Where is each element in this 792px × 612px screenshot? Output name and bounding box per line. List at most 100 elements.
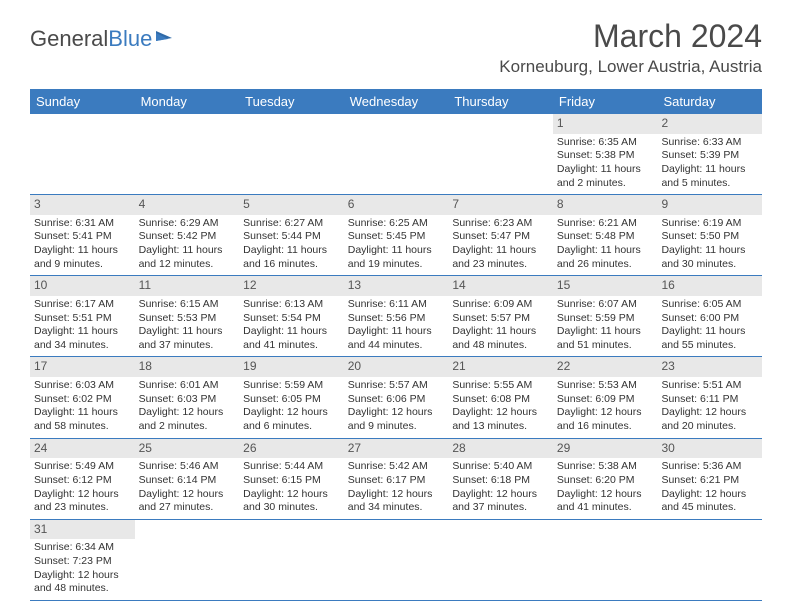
- day-detail: and 34 minutes.: [348, 501, 445, 515]
- day-cell: 26Sunrise: 5:44 AMSunset: 6:15 PMDayligh…: [239, 439, 344, 519]
- day-detail: and 23 minutes.: [34, 501, 131, 515]
- empty-cell: [239, 520, 344, 600]
- day-number: 20: [344, 357, 449, 377]
- week-row: 31Sunrise: 6:34 AMSunset: 7:23 PMDayligh…: [30, 520, 762, 601]
- day-detail: and 12 minutes.: [139, 258, 236, 272]
- day-detail: and 6 minutes.: [243, 420, 340, 434]
- day-cell: 8Sunrise: 6:21 AMSunset: 5:48 PMDaylight…: [553, 195, 658, 275]
- empty-cell: [135, 114, 240, 194]
- day-header: Thursday: [448, 89, 553, 114]
- day-detail: Sunset: 6:02 PM: [34, 393, 131, 407]
- day-detail: and 37 minutes.: [139, 339, 236, 353]
- week-row: 10Sunrise: 6:17 AMSunset: 5:51 PMDayligh…: [30, 276, 762, 357]
- day-detail: Sunset: 5:54 PM: [243, 312, 340, 326]
- day-detail: Sunrise: 6:33 AM: [661, 136, 758, 150]
- day-number: 15: [553, 276, 658, 296]
- weeks: 1Sunrise: 6:35 AMSunset: 5:38 PMDaylight…: [30, 114, 762, 601]
- day-detail: and 37 minutes.: [452, 501, 549, 515]
- day-number: 4: [135, 195, 240, 215]
- week-row: 3Sunrise: 6:31 AMSunset: 5:41 PMDaylight…: [30, 195, 762, 276]
- day-detail: Sunrise: 6:34 AM: [34, 541, 131, 555]
- day-detail: Daylight: 12 hours: [557, 488, 654, 502]
- day-detail: Daylight: 12 hours: [348, 406, 445, 420]
- day-detail: Sunrise: 5:55 AM: [452, 379, 549, 393]
- day-detail: Daylight: 11 hours: [661, 325, 758, 339]
- day-cell: 11Sunrise: 6:15 AMSunset: 5:53 PMDayligh…: [135, 276, 240, 356]
- day-detail: Sunset: 5:47 PM: [452, 230, 549, 244]
- day-detail: Sunset: 5:59 PM: [557, 312, 654, 326]
- day-cell: 16Sunrise: 6:05 AMSunset: 6:00 PMDayligh…: [657, 276, 762, 356]
- day-number: 2: [657, 114, 762, 134]
- day-detail: Sunset: 7:23 PM: [34, 555, 131, 569]
- day-detail: and 23 minutes.: [452, 258, 549, 272]
- day-number: 29: [553, 439, 658, 459]
- day-cell: 28Sunrise: 5:40 AMSunset: 6:18 PMDayligh…: [448, 439, 553, 519]
- day-detail: Sunrise: 5:42 AM: [348, 460, 445, 474]
- day-detail: Sunrise: 6:13 AM: [243, 298, 340, 312]
- day-detail: Daylight: 11 hours: [557, 244, 654, 258]
- empty-cell: [657, 520, 762, 600]
- day-cell: 24Sunrise: 5:49 AMSunset: 6:12 PMDayligh…: [30, 439, 135, 519]
- week-row: 1Sunrise: 6:35 AMSunset: 5:38 PMDaylight…: [30, 114, 762, 195]
- day-detail: Daylight: 11 hours: [452, 325, 549, 339]
- empty-cell: [239, 114, 344, 194]
- day-detail: Sunset: 6:09 PM: [557, 393, 654, 407]
- day-detail: Daylight: 11 hours: [557, 325, 654, 339]
- empty-cell: [553, 520, 658, 600]
- day-cell: 14Sunrise: 6:09 AMSunset: 5:57 PMDayligh…: [448, 276, 553, 356]
- day-cell: 25Sunrise: 5:46 AMSunset: 6:14 PMDayligh…: [135, 439, 240, 519]
- day-detail: Sunset: 5:56 PM: [348, 312, 445, 326]
- logo-text-2: Blue: [108, 26, 152, 51]
- day-number: 12: [239, 276, 344, 296]
- day-detail: Daylight: 12 hours: [243, 406, 340, 420]
- day-detail: Sunset: 6:14 PM: [139, 474, 236, 488]
- day-header: Monday: [135, 89, 240, 114]
- day-number: 28: [448, 439, 553, 459]
- day-detail: and 2 minutes.: [139, 420, 236, 434]
- day-detail: Sunset: 6:11 PM: [661, 393, 758, 407]
- day-number: 10: [30, 276, 135, 296]
- day-detail: and 58 minutes.: [34, 420, 131, 434]
- day-detail: and 16 minutes.: [243, 258, 340, 272]
- day-number: 14: [448, 276, 553, 296]
- day-number: 21: [448, 357, 553, 377]
- logo: GeneralBlue: [30, 26, 182, 52]
- day-detail: Sunset: 5:50 PM: [661, 230, 758, 244]
- day-number: 5: [239, 195, 344, 215]
- empty-cell: [344, 114, 449, 194]
- day-detail: Daylight: 11 hours: [243, 244, 340, 258]
- day-detail: Sunset: 5:48 PM: [557, 230, 654, 244]
- day-cell: 30Sunrise: 5:36 AMSunset: 6:21 PMDayligh…: [657, 439, 762, 519]
- day-detail: and 44 minutes.: [348, 339, 445, 353]
- day-detail: Sunrise: 6:25 AM: [348, 217, 445, 231]
- day-detail: Sunrise: 5:38 AM: [557, 460, 654, 474]
- day-cell: 5Sunrise: 6:27 AMSunset: 5:44 PMDaylight…: [239, 195, 344, 275]
- day-number: 1: [553, 114, 658, 134]
- day-detail: and 30 minutes.: [243, 501, 340, 515]
- day-detail: Sunrise: 6:21 AM: [557, 217, 654, 231]
- day-cell: 21Sunrise: 5:55 AMSunset: 6:08 PMDayligh…: [448, 357, 553, 437]
- day-detail: Sunrise: 6:07 AM: [557, 298, 654, 312]
- day-detail: Daylight: 11 hours: [557, 163, 654, 177]
- day-cell: 27Sunrise: 5:42 AMSunset: 6:17 PMDayligh…: [344, 439, 449, 519]
- day-detail: Daylight: 12 hours: [34, 569, 131, 583]
- day-number: 26: [239, 439, 344, 459]
- day-detail: Daylight: 11 hours: [348, 325, 445, 339]
- day-detail: Sunset: 5:45 PM: [348, 230, 445, 244]
- day-number: 18: [135, 357, 240, 377]
- week-row: 24Sunrise: 5:49 AMSunset: 6:12 PMDayligh…: [30, 439, 762, 520]
- day-detail: Sunset: 5:39 PM: [661, 149, 758, 163]
- day-detail: and 55 minutes.: [661, 339, 758, 353]
- day-header: Friday: [553, 89, 658, 114]
- day-detail: Daylight: 11 hours: [34, 406, 131, 420]
- day-detail: Daylight: 12 hours: [243, 488, 340, 502]
- day-cell: 9Sunrise: 6:19 AMSunset: 5:50 PMDaylight…: [657, 195, 762, 275]
- day-detail: Sunrise: 6:31 AM: [34, 217, 131, 231]
- day-detail: Daylight: 11 hours: [243, 325, 340, 339]
- logo-text-1: General: [30, 26, 108, 51]
- day-number: 6: [344, 195, 449, 215]
- day-detail: and 27 minutes.: [139, 501, 236, 515]
- day-cell: 3Sunrise: 6:31 AMSunset: 5:41 PMDaylight…: [30, 195, 135, 275]
- day-detail: Sunrise: 5:40 AM: [452, 460, 549, 474]
- day-detail: Sunrise: 5:36 AM: [661, 460, 758, 474]
